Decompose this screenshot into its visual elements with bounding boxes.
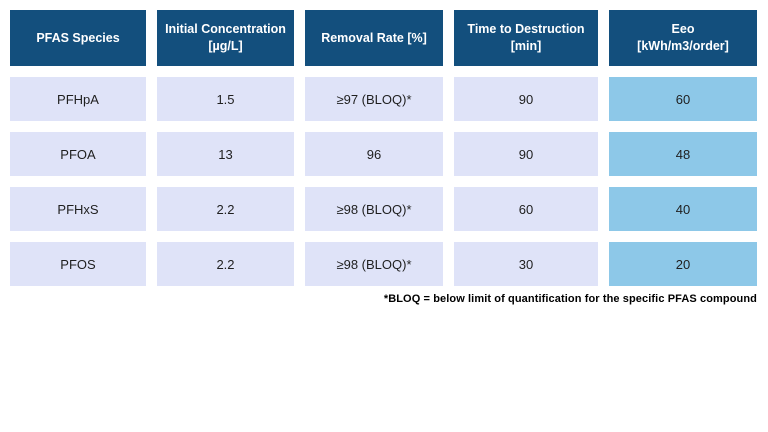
cell-time-to-destruction: 30 — [454, 242, 598, 286]
cell-initial-concentration: 2.2 — [157, 187, 294, 231]
cell-removal-rate: ≥98 (BLOQ)* — [305, 242, 443, 286]
cell-initial-concentration: 2.2 — [157, 242, 294, 286]
header-cell-initial-concentration: Initial Concentration [µg/L] — [157, 10, 294, 66]
table-grid: PFAS Species Initial Concentration [µg/L… — [10, 10, 757, 286]
pfas-results-table: PFAS Species Initial Concentration [µg/L… — [10, 10, 757, 305]
header-label: PFAS Species — [36, 30, 120, 45]
cell-time-to-destruction: 60 — [454, 187, 598, 231]
header-label: Removal Rate [%] — [321, 30, 427, 45]
cell-species: PFHpA — [10, 77, 146, 121]
cell-time-to-destruction: 90 — [454, 77, 598, 121]
cell-removal-rate: 96 — [305, 132, 443, 176]
cell-eeo: 20 — [609, 242, 757, 286]
cell-species: PFOA — [10, 132, 146, 176]
header-label: Initial Concentration — [165, 22, 286, 37]
cell-initial-concentration: 13 — [157, 132, 294, 176]
header-sublabel: [min] — [510, 39, 542, 53]
header-cell-removal-rate: Removal Rate [%] — [305, 10, 443, 66]
header-label: Eeo — [671, 22, 695, 37]
bloq-footnote: *BLOQ = below limit of quantification fo… — [383, 293, 757, 305]
cell-eeo: 48 — [609, 132, 757, 176]
cell-time-to-destruction: 90 — [454, 132, 598, 176]
header-sublabel: [kWh/m3/order] — [637, 39, 729, 53]
cell-eeo: 60 — [609, 77, 757, 121]
cell-initial-concentration: 1.5 — [157, 77, 294, 121]
cell-removal-rate: ≥98 (BLOQ)* — [305, 187, 443, 231]
cell-species: PFOS — [10, 242, 146, 286]
header-sublabel: [µg/L] — [208, 39, 243, 53]
header-cell-eeo: Eeo [kWh/m3/order] — [609, 10, 757, 66]
cell-removal-rate: ≥97 (BLOQ)* — [305, 77, 443, 121]
cell-eeo: 40 — [609, 187, 757, 231]
header-label: Time to Destruction — [467, 22, 585, 37]
header-cell-pfas-species: PFAS Species — [10, 10, 146, 66]
header-cell-time-to-destruction: Time to Destruction [min] — [454, 10, 598, 66]
cell-species: PFHxS — [10, 187, 146, 231]
